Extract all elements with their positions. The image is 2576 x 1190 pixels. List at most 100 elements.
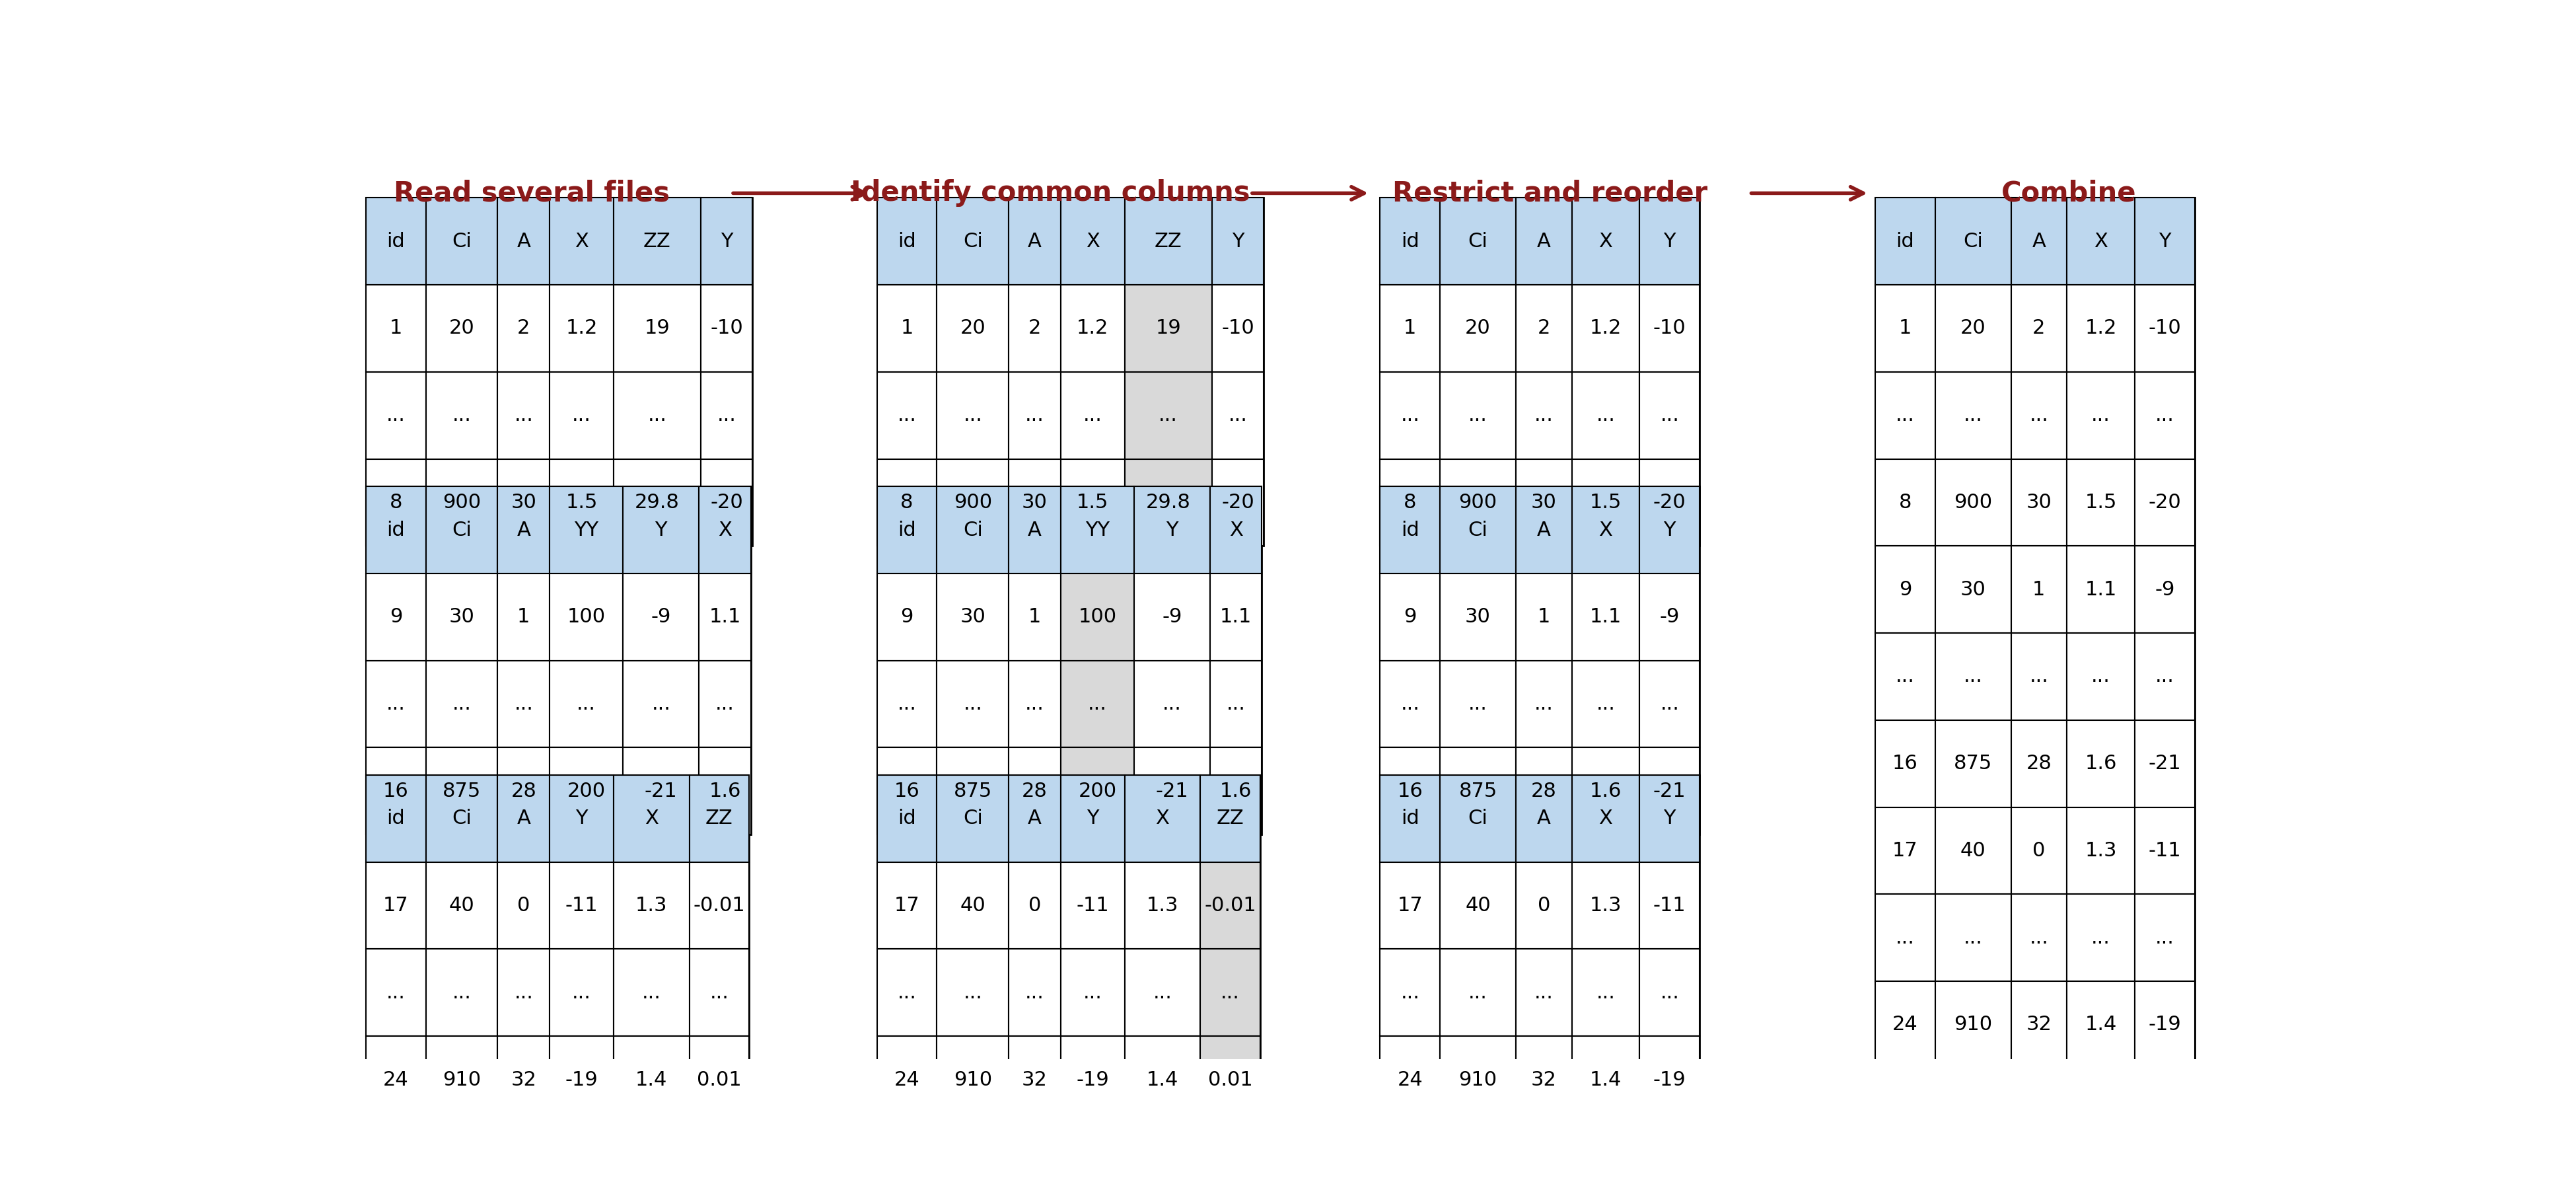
Text: ...: ... — [647, 406, 667, 425]
Text: 16: 16 — [1893, 754, 1919, 774]
Bar — [497, 198, 549, 284]
Text: ...: ... — [2030, 666, 2048, 687]
Text: ...: ... — [1896, 406, 1914, 425]
Text: -10: -10 — [1654, 319, 1687, 338]
Bar — [2066, 546, 2136, 633]
Text: -19: -19 — [564, 1070, 598, 1089]
Text: -20: -20 — [711, 493, 742, 512]
Bar — [698, 660, 750, 747]
Text: 1.5: 1.5 — [1077, 493, 1108, 512]
Bar — [1641, 747, 1700, 834]
Bar — [497, 747, 549, 834]
Bar — [1010, 372, 1061, 459]
Bar — [701, 459, 752, 546]
Text: 0: 0 — [2032, 841, 2045, 860]
Bar — [1440, 1036, 1515, 1123]
Text: 1.3: 1.3 — [1146, 896, 1177, 915]
Bar — [549, 372, 613, 459]
Bar — [1010, 1036, 1061, 1123]
Text: id: id — [899, 809, 917, 828]
Text: ...: ... — [453, 695, 471, 714]
Text: Combine: Combine — [2002, 180, 2136, 207]
Text: 200: 200 — [567, 782, 605, 801]
Bar — [1010, 660, 1061, 747]
Text: 20: 20 — [448, 319, 474, 338]
Bar — [2012, 459, 2066, 546]
Bar — [938, 574, 1010, 660]
Text: 875: 875 — [1458, 782, 1497, 801]
Bar — [1061, 574, 1133, 660]
Bar — [1440, 747, 1515, 834]
Bar — [1875, 894, 1935, 982]
Text: 1.6: 1.6 — [1589, 782, 1623, 801]
Bar — [2066, 198, 2136, 284]
Bar — [876, 487, 938, 574]
Bar — [366, 775, 750, 1123]
Text: 900: 900 — [1953, 493, 1991, 512]
Bar — [1641, 660, 1700, 747]
Text: ...: ... — [1401, 695, 1419, 714]
Text: 1.6: 1.6 — [2084, 754, 2117, 774]
Bar — [1061, 487, 1133, 574]
Text: -21: -21 — [1157, 782, 1188, 801]
Bar — [1571, 950, 1638, 1036]
Bar — [1381, 574, 1440, 660]
Text: 32: 32 — [2027, 1015, 2050, 1034]
Bar — [1061, 284, 1126, 372]
Bar — [1571, 660, 1638, 747]
Bar — [1440, 775, 1515, 862]
Bar — [1641, 487, 1700, 574]
Text: X: X — [1157, 809, 1170, 828]
Text: 1: 1 — [1538, 607, 1551, 627]
Bar — [613, 1036, 690, 1123]
Bar — [1935, 546, 2012, 633]
Text: 1.3: 1.3 — [2084, 841, 2117, 860]
Bar — [1381, 487, 1440, 574]
Bar — [497, 459, 549, 546]
Bar — [1440, 372, 1515, 459]
Bar — [1875, 807, 1935, 894]
Text: id: id — [899, 232, 917, 251]
Bar — [2136, 372, 2195, 459]
Text: 30: 30 — [1530, 493, 1556, 512]
Bar — [698, 747, 750, 834]
Text: 1.5: 1.5 — [1589, 493, 1623, 512]
Text: ...: ... — [453, 983, 471, 1002]
Text: ZZ: ZZ — [706, 809, 734, 828]
Bar — [1133, 574, 1211, 660]
Bar — [549, 862, 613, 950]
Text: id: id — [1401, 809, 1419, 828]
Text: -9: -9 — [1659, 607, 1680, 627]
Bar — [1515, 1036, 1571, 1123]
Bar — [938, 459, 1010, 546]
Bar — [1133, 487, 1211, 574]
Bar — [497, 574, 549, 660]
Text: 30: 30 — [510, 493, 536, 512]
Bar — [1381, 198, 1700, 546]
Bar — [1211, 198, 1265, 284]
Text: YY: YY — [1084, 520, 1110, 539]
Text: ...: ... — [515, 406, 533, 425]
Text: -20: -20 — [1654, 493, 1687, 512]
Text: 1: 1 — [1899, 319, 1911, 338]
Text: 1.1: 1.1 — [1589, 607, 1623, 627]
Bar — [1126, 459, 1211, 546]
Text: Restrict and reorder: Restrict and reorder — [1391, 180, 1708, 207]
Bar — [1211, 284, 1265, 372]
Bar — [876, 198, 1265, 546]
Text: 910: 910 — [953, 1070, 992, 1089]
Text: A: A — [518, 520, 531, 539]
Text: X: X — [1600, 809, 1613, 828]
Bar — [366, 487, 425, 574]
Bar — [2066, 720, 2136, 807]
Text: Ci: Ci — [963, 520, 981, 539]
Text: A: A — [1538, 520, 1551, 539]
Bar — [1875, 546, 1935, 633]
Bar — [876, 950, 938, 1036]
Text: ...: ... — [2092, 666, 2110, 687]
Text: X: X — [574, 232, 587, 251]
Text: 40: 40 — [1960, 841, 1986, 860]
Text: Y: Y — [574, 809, 587, 828]
Bar — [1211, 660, 1262, 747]
Bar — [1381, 459, 1440, 546]
